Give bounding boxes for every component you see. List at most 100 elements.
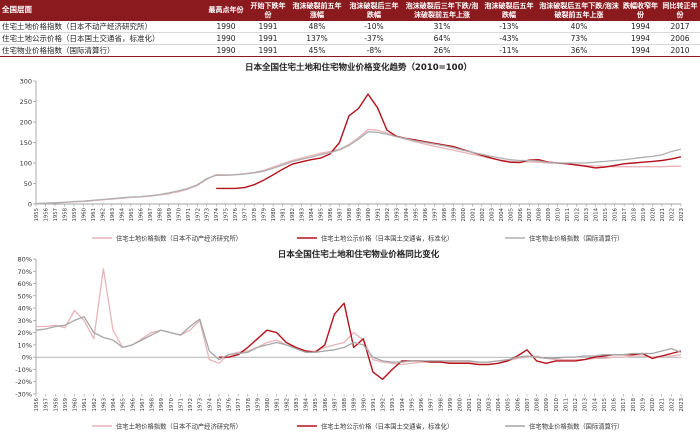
x-tick-label: 1996 <box>423 207 429 221</box>
x-tick-label: 1960 <box>81 207 87 221</box>
x-tick-label: 2022 <box>669 398 675 411</box>
summary-cell: -11% <box>481 44 537 57</box>
summary-cell: 1991 <box>247 44 289 57</box>
x-tick-label: 2000 <box>458 397 464 411</box>
x-tick-label: 1963 <box>110 208 116 221</box>
x-tick-label: 1964 <box>119 207 125 221</box>
y-tick-label: 300 <box>20 78 32 86</box>
x-tick-label: 2020 <box>650 397 656 411</box>
yoy-change-chart: 日本全国住宅土地和住宅物业价格同比变化 -30% -20% -10% 0% 10% 20% 3… <box>15 249 685 430</box>
x-tick-label: 2019 <box>641 208 647 221</box>
x-tick-label: 2021 <box>660 208 666 221</box>
x-tick-label: 1997 <box>432 208 438 221</box>
series-line-3 <box>35 316 682 363</box>
x-tick-label: 1997 <box>429 398 435 411</box>
x-tick-label: 1977 <box>236 398 242 411</box>
summary-cell: 1994 <box>621 21 660 33</box>
summary-cell: -10% <box>345 21 403 33</box>
x-tick-label: 1957 <box>44 398 50 411</box>
x-tick-label: 2008 <box>535 397 541 411</box>
x-tick-label: 2016 <box>613 207 619 221</box>
x-tick-label: 1973 <box>205 208 211 221</box>
x-tick-label: 1982 <box>284 398 290 411</box>
x-tick-label: 2003 <box>486 398 492 411</box>
x-tick-label: 2023 <box>679 208 685 221</box>
summary-cell: -37% <box>345 32 403 45</box>
x-tick-label: 1956 <box>34 397 40 411</box>
legend-label-3: 住宅物业价格指数（国际清算行） <box>529 421 623 430</box>
summary-cell: 36% <box>537 44 621 57</box>
summary-cell: 1991 <box>247 21 289 33</box>
chart-title: 日本全国住宅土地和住宅物业价格变化趋势（2010=100） <box>245 62 472 73</box>
x-tick-label: 1961 <box>91 208 97 221</box>
x-tick-label: 1978 <box>252 207 258 221</box>
x-tick-label: 2017 <box>622 208 628 221</box>
legend-label-1: 住宅土地价格指数（日本不动产经济研究所） <box>116 421 242 430</box>
y-tick-label: 50% <box>18 292 32 300</box>
summary-cell: -43% <box>481 32 537 45</box>
x-tick-label: 2018 <box>632 207 638 221</box>
x-tick-label: 1965 <box>121 398 127 411</box>
series-line-1 <box>36 268 682 366</box>
y-tick-label: 0 <box>28 201 32 209</box>
x-tick-label: 1984 <box>304 397 310 411</box>
x-tick-label: 1962 <box>92 398 98 411</box>
x-tick-label: 1989 <box>357 208 363 221</box>
x-tick-label: 2014 <box>594 207 600 221</box>
summary-row: 住宅物业价格指数（国际清算行） 1990 1991 45% -8% 26% -1… <box>0 44 700 57</box>
x-tick-label: 1987 <box>338 208 344 221</box>
x-tick-label: 1956 <box>43 207 49 221</box>
x-tick-label: 1973 <box>198 398 204 411</box>
summary-cell: 64% <box>403 32 481 45</box>
summary-row: 住宅土地公示价格（日本国土交通省，标准化） 1990 1991 137% -37… <box>0 32 700 45</box>
x-tick-label: 1968 <box>157 207 163 221</box>
x-tick-label: 1979 <box>262 208 268 221</box>
x-tick-label: 1959 <box>72 208 78 221</box>
x-tick-label: 2021 <box>660 398 666 411</box>
summary-cell: 26% <box>403 44 481 57</box>
legend-label-2: 住宅土地公示价格（日本国土交通省，标准化） <box>321 233 453 242</box>
summary-cell: 73% <box>537 32 621 45</box>
x-tick-label: 1994 <box>400 397 406 411</box>
x-tick-label: 2008 <box>537 207 543 221</box>
x-tick-label: 1985 <box>319 208 325 221</box>
x-tick-label: 2016 <box>612 397 618 411</box>
summary-cell: 1990 <box>205 44 247 57</box>
x-tick-label: 1989 <box>352 398 358 411</box>
x-tick-label: 1992 <box>385 208 391 221</box>
chart-title: 日本全国住宅土地和住宅物业价格同比变化 <box>278 249 440 260</box>
y-tick-label: 10% <box>18 341 32 349</box>
x-tick-label: 1960 <box>73 397 79 411</box>
x-tick-label: 1957 <box>53 208 59 221</box>
y-tick-label: 80% <box>18 256 32 264</box>
summary-cell: 住宅土地价格指数（日本不动产经济研究所） <box>0 21 205 33</box>
y-tick-label: 20% <box>18 329 32 337</box>
summary-header-cell: 泡沫破裂后五年下跌/泡沫破裂前五年上涨 <box>537 0 621 21</box>
x-tick-label: 2020 <box>651 207 657 221</box>
x-tick-label: 2009 <box>546 208 552 221</box>
x-tick-label: 2022 <box>670 208 676 221</box>
x-tick-label: 1969 <box>167 208 173 221</box>
x-tick-label: 1990 <box>366 207 372 221</box>
y-tick-label: 40% <box>18 305 32 313</box>
x-tick-label: 1987 <box>332 398 338 411</box>
x-tick-label: 1993 <box>390 398 396 411</box>
x-tick-label: 1981 <box>281 208 287 221</box>
x-tick-label: 2011 <box>563 398 569 411</box>
summary-cell: 40% <box>537 21 621 33</box>
x-tick-label: 2002 <box>477 398 483 411</box>
summary-cell: 45% <box>289 44 345 57</box>
x-tick-label: 1998 <box>442 207 448 221</box>
x-tick-label: 1988 <box>347 207 353 221</box>
x-tick-label: 2005 <box>506 398 512 411</box>
x-tick-label: 1983 <box>294 398 300 411</box>
x-tick-label: 2002 <box>480 208 486 221</box>
x-tick-label: 2010 <box>556 207 562 221</box>
x-tick-label: 2015 <box>603 208 609 221</box>
y-tick-label: -10% <box>15 366 32 374</box>
x-tick-label: 1979 <box>255 398 261 411</box>
summary-cell: 137% <box>289 32 345 45</box>
x-tick-label: 1993 <box>394 208 400 221</box>
x-tick-label: 1996 <box>419 397 425 411</box>
y-tick-label: 250 <box>20 98 32 106</box>
